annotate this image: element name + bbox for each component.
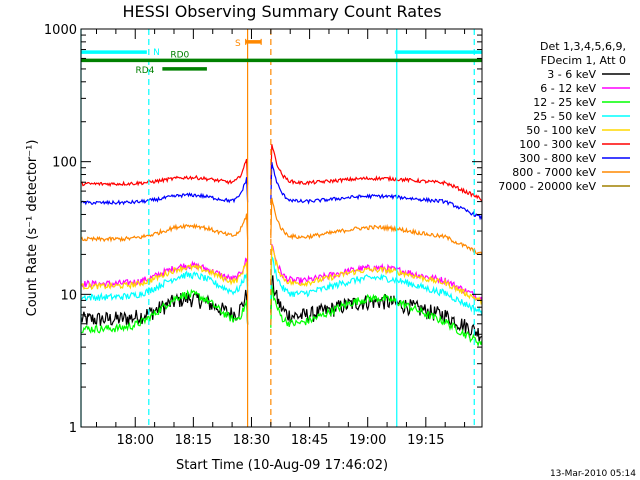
legend-label-2: 6 - 12 keV <box>540 82 596 95</box>
label-rd4: RD4 <box>135 66 154 76</box>
y-axis: 1 10 100 1000 <box>44 23 482 436</box>
series-line-2-a <box>80 257 249 290</box>
legend-label-5: 50 - 100 keV <box>526 124 596 137</box>
chart-title: HESSI Observing Summary Count Rates <box>122 2 441 21</box>
time-bars-layer: N RD0 RD4 S <box>81 38 482 76</box>
x-tick-label-6: 19:15 <box>407 433 444 448</box>
legend-label-7: 300 - 800 keV <box>519 152 596 165</box>
legend-header-1: Det 1,3,4,5,6,9, <box>540 40 626 53</box>
series-line-7-a <box>80 177 249 206</box>
series-layer <box>80 144 483 348</box>
series-line-8-b <box>270 197 483 256</box>
y-tick-label-3: 100 <box>52 156 77 171</box>
plot-frame <box>80 28 483 428</box>
legend: Det 1,3,4,5,6,9,FDecim 1, Att 03 - 6 keV… <box>498 40 630 193</box>
legend-label-8: 800 - 7000 keV <box>512 166 596 179</box>
x-tick-label-5: 19:00 <box>349 433 386 448</box>
y-axis-label: Count Rate (s⁻¹ detector⁻¹) <box>25 140 40 317</box>
series-line-1-a <box>80 289 249 326</box>
legend-label-4: 25 - 50 keV <box>533 110 596 123</box>
x-axis-label: Start Time (10-Aug-09 17:46:02) <box>176 458 388 473</box>
series-line-3-b <box>270 285 483 348</box>
y-tick-label-1: 1 <box>69 421 77 436</box>
legend-label-9: 7000 - 20000 keV <box>498 180 596 193</box>
series-line-6-b <box>270 144 483 202</box>
series-line-7-b <box>270 161 483 221</box>
label-rd0: RD0 <box>170 50 189 60</box>
series-line-8-a <box>80 213 249 243</box>
x-tick-label-1: 18:00 <box>117 433 154 448</box>
legend-label-6: 100 - 300 keV <box>519 138 596 151</box>
series-line-4-a <box>80 270 249 301</box>
x-tick-label-3: 18:30 <box>233 433 270 448</box>
generated-timestamp: 13-Mar-2010 05:14 <box>550 469 636 479</box>
label-n: N <box>153 48 160 58</box>
label-s: S <box>235 39 241 49</box>
legend-label-1: 3 - 6 keV <box>547 68 596 81</box>
x-tick-label-2: 18:15 <box>175 433 212 448</box>
series-line-5-a <box>80 261 249 291</box>
legend-header-2: FDecim 1, Att 0 <box>541 54 626 67</box>
y-tick-label-4: 1000 <box>44 23 77 38</box>
series-line-5-b <box>270 244 483 306</box>
x-axis: 18:00 18:15 18:30 18:45 19:00 19:15 <box>95 29 466 448</box>
series-line-6-a <box>80 158 249 188</box>
series-line-4-b <box>270 254 483 317</box>
series-line-3-a <box>80 288 249 334</box>
x-tick-label-4: 18:45 <box>291 433 328 448</box>
y-tick-label-2: 10 <box>60 288 77 303</box>
legend-label-3: 12 - 25 keV <box>533 96 596 109</box>
